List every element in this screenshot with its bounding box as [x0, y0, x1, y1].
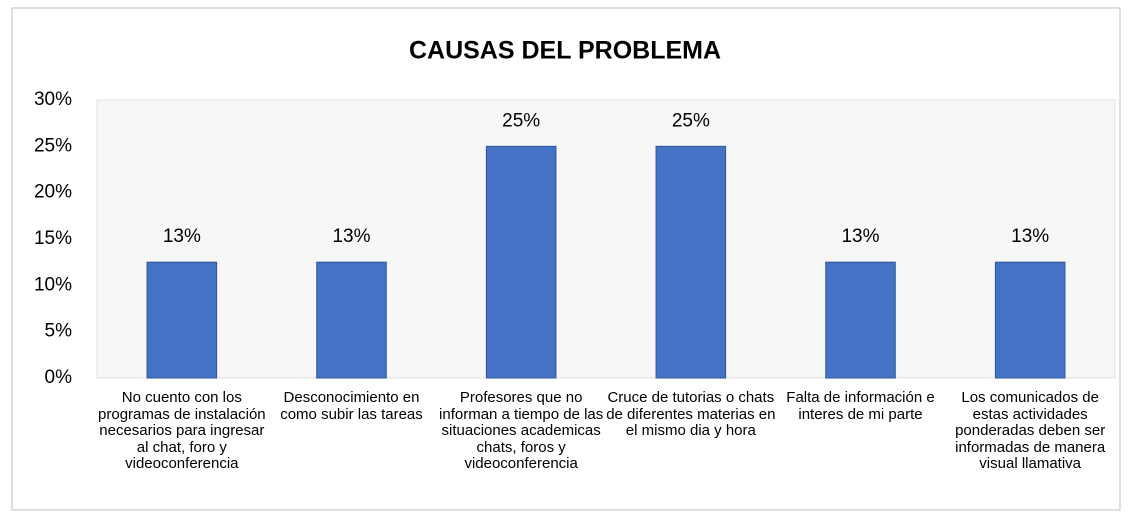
x-tick-label: Profesores que no informan a tiempo de l…	[439, 389, 604, 472]
bar	[825, 261, 896, 379]
x-tick-label: Falta de información e interes de mi par…	[786, 389, 935, 423]
y-tick-label: 5%	[45, 321, 73, 342]
x-tick-label: No cuento con los programas de instalaci…	[98, 389, 266, 472]
value-label: 25%	[502, 110, 540, 131]
value-label: 13%	[332, 226, 370, 247]
bar	[316, 261, 387, 379]
value-label: 13%	[841, 226, 879, 247]
x-tick-label: Desconocimiento en como subir las tareas	[280, 389, 423, 423]
x-tick-label: Los comunicados de estas actividades pon…	[955, 389, 1106, 472]
bar	[485, 145, 557, 379]
y-tick-label: 0%	[45, 367, 73, 388]
y-tick-label: 25%	[34, 135, 72, 156]
bar	[146, 261, 218, 379]
value-label: 13%	[1011, 226, 1049, 247]
y-tick-label: 10%	[34, 274, 72, 295]
y-tick-label: 20%	[34, 182, 72, 203]
value-label: 13%	[163, 226, 201, 247]
bar	[655, 145, 727, 379]
y-tick-label: 30%	[34, 89, 72, 110]
x-tick-label: Cruce de tutorias o chats de diferentes …	[606, 389, 776, 439]
y-tick-label: 15%	[34, 228, 72, 249]
chart-title: CAUSAS DEL PROBLEMA	[409, 37, 721, 65]
bar	[994, 261, 1066, 379]
plot-area	[96, 99, 1116, 379]
value-label: 25%	[672, 110, 710, 131]
